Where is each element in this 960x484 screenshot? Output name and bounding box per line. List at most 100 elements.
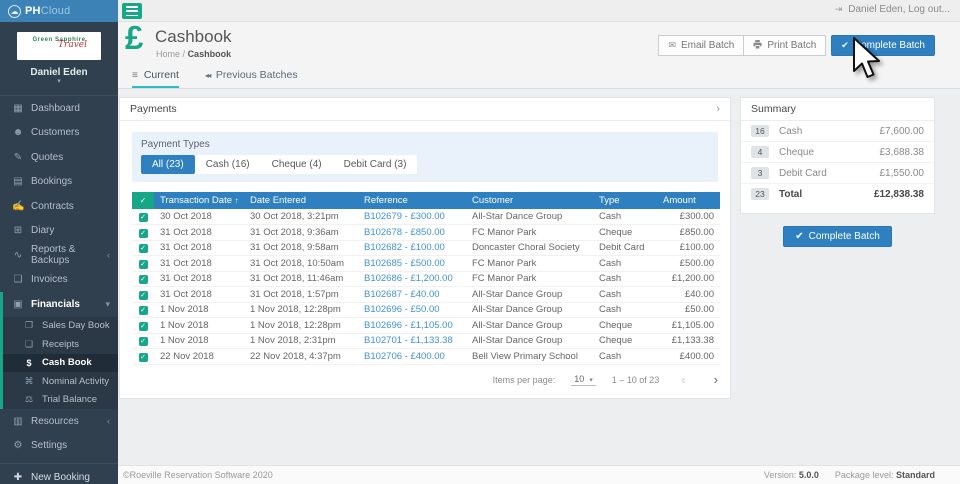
- cloud-icon: ☁: [8, 4, 21, 18]
- column-amount[interactable]: Amount: [657, 192, 720, 209]
- sidebar-item-cash-book[interactable]: $ Cash Book: [0, 353, 118, 372]
- reference-link[interactable]: B102701 - £1,133.38: [364, 335, 453, 347]
- tab-current[interactable]: ≡ Current: [132, 69, 179, 88]
- row-checkbox[interactable]: ✓: [138, 275, 148, 285]
- cell-customer: Bell View Primary School: [466, 348, 593, 365]
- reference-link[interactable]: B102679 - £300.00: [364, 211, 445, 222]
- items-per-page-select[interactable]: 10 ▾: [571, 374, 596, 386]
- cell-type: Cash: [593, 209, 657, 225]
- panel-collapse-icon[interactable]: ›: [716, 103, 720, 115]
- sidebar-item-reports-backups[interactable]: ∿ Reports & Backups ‹: [13, 244, 110, 267]
- row-checkbox[interactable]: ✓: [138, 244, 148, 254]
- row-checkbox[interactable]: ✓: [138, 321, 148, 331]
- complete-batch-button[interactable]: ✔ Complete Batch: [831, 35, 935, 56]
- reference-link[interactable]: B102685 - £500.00: [364, 257, 445, 269]
- customers-icon: ☻: [12, 127, 24, 139]
- version-text: Version: 5.0.0: [763, 470, 819, 480]
- cell-transaction-date: 1 Nov 2018: [154, 317, 244, 334]
- sidebar-item-financials[interactable]: ▣ Financials ▾: [0, 292, 118, 317]
- trial-balance-icon: ⚖: [24, 394, 34, 405]
- pagination: Items per page: 10 ▾ 1 – 10 of 23 ‹ ›: [120, 365, 730, 398]
- summary-row-total: 23 Total £12,838.38: [741, 184, 934, 204]
- cell-type: Cheque: [593, 224, 657, 241]
- cell-date-entered: 31 Oct 2018, 11:46am: [244, 271, 358, 287]
- org-name: Green Sapphire: [32, 37, 86, 43]
- financials-icon: ▣: [13, 298, 23, 310]
- reference-link[interactable]: B102687 - £40.00: [364, 288, 440, 300]
- table-row: ✓ 31 Oct 2018 31 Oct 2018, 10:50am B102685 …: [132, 255, 720, 272]
- sidebar-item-contracts[interactable]: ✍ Contracts: [12, 200, 74, 212]
- filter-cash-16-[interactable]: Cash (16): [195, 155, 261, 174]
- select-all-checkbox[interactable]: ✓: [132, 192, 154, 209]
- reference-link[interactable]: B102696 - £50.00: [364, 304, 440, 316]
- sidebar-item-settings[interactable]: ⚙ Settings: [13, 440, 68, 452]
- filter-cheque-4-[interactable]: Cheque (4): [261, 155, 333, 174]
- row-checkbox[interactable]: ✓: [138, 228, 148, 238]
- envelope-icon: ✉: [668, 40, 677, 50]
- chevron-down-icon: ▾: [105, 298, 110, 309]
- table-row: ✓ 1 Nov 2018 1 Nov 2018, 2:31pm B102701 - £…: [132, 333, 720, 349]
- cell-customer: All-Star Dance Group: [466, 286, 593, 303]
- row-checkbox[interactable]: ✓: [138, 290, 148, 300]
- table-row: ✓ 31 Oct 2018 31 Oct 2018, 9:58am B102682 -…: [132, 240, 720, 256]
- menu-toggle-button[interactable]: [122, 3, 142, 19]
- email-batch-button[interactable]: ✉ Email Batch: [658, 35, 745, 56]
- dashboard-icon: ▦: [13, 102, 23, 114]
- cell-date-entered: 31 Oct 2018, 9:58am: [244, 240, 358, 256]
- chevron-down-icon: ▾: [57, 78, 61, 85]
- sales-day-book-icon: ❐: [24, 320, 34, 331]
- row-checkbox[interactable]: ✓: [138, 337, 148, 347]
- previous-page-button[interactable]: ‹: [681, 371, 686, 387]
- reference-link[interactable]: B102686 - £1,200.00: [364, 273, 453, 285]
- summary-panel-title: Summary: [751, 103, 796, 115]
- sidebar-item-invoices[interactable]: ❏ Invoices: [13, 274, 68, 286]
- summary-rows: 16 Cash £7,600.00 4 Cheque £3,688.38 3 Debit Ca…: [741, 121, 934, 204]
- reference-link[interactable]: B102696 - £1,105.00: [364, 319, 453, 331]
- row-checkbox[interactable]: ✓: [138, 213, 148, 222]
- filter-debit-card-3-[interactable]: Debit Card (3): [333, 155, 418, 174]
- new-booking-button[interactable]: ✚ New Booking: [0, 463, 118, 484]
- filter-all-23-[interactable]: All (23): [141, 155, 195, 174]
- sidebar-item-bookings[interactable]: ▤ Bookings: [13, 176, 73, 188]
- cell-customer: All-Star Dance Group: [466, 317, 593, 334]
- sidebar-item-dashboard[interactable]: ▦ Dashboard: [13, 102, 80, 114]
- sidebar-item-trial-balance[interactable]: ⚖ Trial Balance: [0, 390, 118, 409]
- row-checkbox[interactable]: ✓: [138, 306, 148, 316]
- sidebar-item-customers[interactable]: ☻ Customers: [12, 127, 80, 139]
- summary-row-cheque: 4 Cheque £3,688.38: [741, 142, 934, 163]
- user-name[interactable]: Daniel Eden: [30, 67, 88, 78]
- reference-link[interactable]: B102678 - £850.00: [364, 226, 445, 238]
- row-checkbox[interactable]: ✓: [138, 352, 148, 362]
- cell-transaction-date: 30 Oct 2018: [154, 209, 244, 225]
- column-date-entered[interactable]: Date Entered: [244, 192, 358, 209]
- header-buttons: ✉ Email Batch Print Batch ✔ Complete Bat…: [658, 35, 935, 56]
- sidebar-item-diary[interactable]: ⊞ Diary: [13, 225, 55, 237]
- column-type[interactable]: Type: [593, 192, 657, 209]
- summary-complete-wrap: ✔ Complete Batch: [740, 226, 935, 247]
- sort-ascending-icon: ↑: [234, 196, 239, 205]
- print-batch-button[interactable]: Print Batch: [743, 35, 827, 56]
- sidebar-item-sales-day-book[interactable]: ❐ Sales Day Book: [0, 316, 118, 335]
- sidebar-item-resources[interactable]: ▥ Resources ‹: [13, 415, 110, 427]
- tab-previous-batches[interactable]: ◂◂ Previous Batches: [204, 69, 298, 81]
- column-customer[interactable]: Customer: [466, 192, 593, 209]
- next-page-button[interactable]: ›: [713, 371, 718, 387]
- column-reference[interactable]: Reference: [358, 192, 466, 209]
- logout-link[interactable]: ⇥ Daniel Eden, Log out...: [835, 4, 950, 15]
- sidebar-item-receipts[interactable]: ❑ Receipts: [0, 335, 118, 354]
- column-transaction-date[interactable]: Transaction Date ↑: [154, 192, 244, 209]
- breadcrumb-home[interactable]: Home: [156, 49, 181, 59]
- summary-complete-batch-button[interactable]: ✔ Complete Batch: [783, 226, 892, 247]
- reference-link[interactable]: B102682 - £100.00: [364, 242, 445, 254]
- cell-date-entered: 1 Nov 2018, 12:28pm: [244, 302, 358, 318]
- reports-icon: ∿: [13, 249, 23, 261]
- table-row: ✓ 31 Oct 2018 31 Oct 2018, 1:57pm B102687 -…: [132, 286, 720, 303]
- reference-link[interactable]: B102706 - £400.00: [364, 350, 445, 362]
- row-checkbox[interactable]: ✓: [138, 259, 148, 269]
- cell-transaction-date: 31 Oct 2018: [154, 240, 244, 256]
- sidebar-item-quotes[interactable]: ✎ Quotes: [13, 151, 64, 163]
- check-icon: ✔: [841, 40, 849, 50]
- cell-amount: £50.00: [657, 302, 720, 318]
- topbar-strip: ⇥ Daniel Eden, Log out...: [118, 0, 960, 22]
- sidebar-item-nominal-activity[interactable]: ⌘ Nominal Activity: [0, 372, 118, 391]
